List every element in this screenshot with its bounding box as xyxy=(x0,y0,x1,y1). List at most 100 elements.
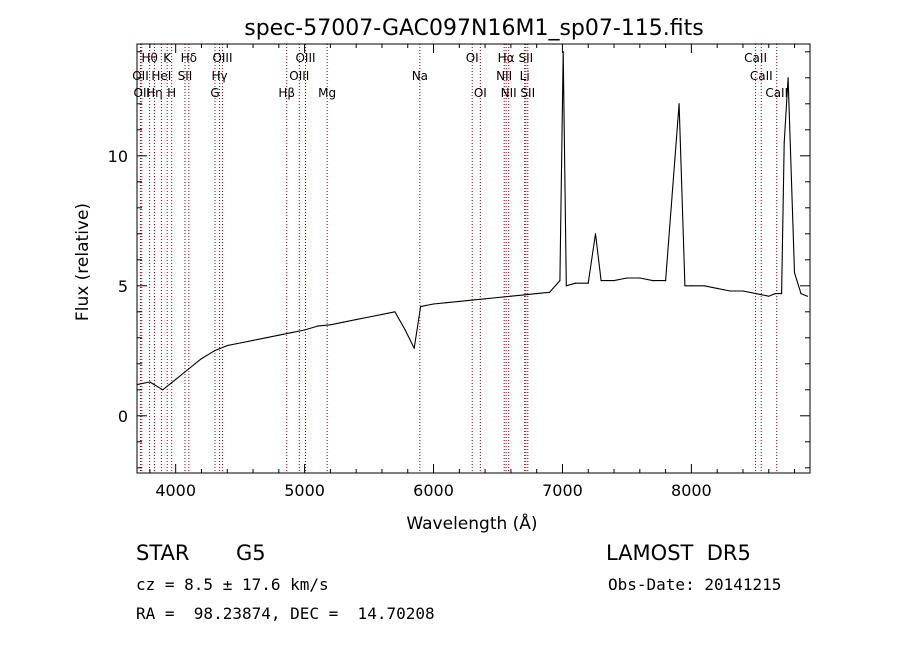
line-mark-label-5: K xyxy=(163,51,172,65)
line-mark-label-18: OI xyxy=(474,86,487,100)
spectrum-point xyxy=(278,334,280,336)
spectrum-point xyxy=(600,280,602,282)
spectrum-point xyxy=(329,324,331,326)
spectrum-point xyxy=(729,290,731,292)
spectrum-point xyxy=(381,313,383,315)
spectrum-point xyxy=(703,285,705,287)
spectrum-point xyxy=(213,350,215,352)
spectrum-point xyxy=(458,300,460,302)
spectrum-point xyxy=(432,303,435,305)
survey-release: LAMOST DR5 xyxy=(606,541,751,565)
spectrum-point xyxy=(404,329,406,331)
line-mark-label-13: OIII xyxy=(289,69,309,83)
x-tick-label: 8000 xyxy=(671,481,712,500)
spectrum-point xyxy=(316,325,319,327)
x-tick-label: 5000 xyxy=(284,481,325,500)
line-mark-label-7: SII xyxy=(178,69,193,83)
line-mark-label-17: OI xyxy=(466,51,479,65)
spectrum-point xyxy=(665,280,667,282)
ticks-layer: 4000 5000 6000 7000 8000 0 5 10 xyxy=(108,147,712,500)
spectrum-point xyxy=(304,329,306,331)
spectrum-point xyxy=(510,295,512,297)
plot-frame xyxy=(136,43,811,474)
spectrum-point xyxy=(594,233,597,235)
line-mark-label-22: Li xyxy=(520,69,530,83)
line-mark-label-1: OII xyxy=(134,86,151,100)
spectrum-point xyxy=(793,272,796,274)
spectrum-point xyxy=(226,345,228,347)
spectrum-point xyxy=(497,296,499,299)
line-mark-label-24: SII xyxy=(520,86,535,100)
line-mark-label-25: CaII xyxy=(744,51,767,65)
spectral-subclass: G5 xyxy=(236,541,266,565)
spectrum-point xyxy=(626,277,628,279)
line-mark-label-16: Na xyxy=(412,69,428,83)
x-tick-label: 7000 xyxy=(542,481,583,500)
line-mark-label-19: NII xyxy=(496,69,512,83)
series-layer xyxy=(137,51,809,391)
spectrum-point xyxy=(368,316,370,318)
y-tick-label: 0 xyxy=(118,407,128,426)
spectrum-point xyxy=(175,378,177,380)
y-tick-label: 5 xyxy=(118,277,128,296)
spectrum-point xyxy=(413,347,415,349)
spectrum-point xyxy=(639,277,641,279)
line-mark-label-20: Hα xyxy=(498,51,515,65)
line-mark-label-9: G xyxy=(210,86,219,100)
line-mark-label-27: CaII xyxy=(765,86,788,100)
spectrum-point xyxy=(684,285,686,287)
spectrum-point xyxy=(200,358,203,360)
spectrum-point xyxy=(678,103,680,105)
spectrum-point xyxy=(445,302,447,304)
line-mark-label-15: Mg xyxy=(318,86,336,100)
spectrum-point xyxy=(265,337,267,339)
spectrum-point xyxy=(536,293,538,295)
line-mark-label-8: Hδ xyxy=(181,51,197,65)
spectrum-point xyxy=(162,389,164,391)
spectrum-point xyxy=(800,293,802,295)
spectrum-point xyxy=(420,306,422,308)
spectrum-point xyxy=(690,285,693,287)
spectrum-point xyxy=(652,280,654,282)
spectrum-point xyxy=(523,294,525,296)
spectrum-point xyxy=(806,295,809,297)
spectrum-point xyxy=(471,299,473,301)
spectrum-series-0 xyxy=(137,51,808,391)
line-mark-label-2: Hθ xyxy=(141,51,157,65)
line-mark-label-14: OIII xyxy=(295,51,315,65)
spectrum-point xyxy=(562,51,564,53)
line-mark-label-21: NII xyxy=(501,86,517,100)
y-tick-label: 10 xyxy=(108,147,128,166)
spectrum-point xyxy=(239,342,241,344)
spectrum-point xyxy=(781,293,783,295)
spectrum-point xyxy=(613,280,615,282)
line-mark-label-26: CaII xyxy=(750,69,773,83)
line-mark-label-3: Hη xyxy=(146,86,163,100)
line-marks-layer: OIIOIIHθHηHeIKHSIIHδGHγOIIIHβOIIIOIIIMgN… xyxy=(132,44,788,473)
spectrum-point xyxy=(342,321,344,323)
line-mark-label-10: Hγ xyxy=(211,69,227,83)
spectrum-point xyxy=(742,290,744,292)
y-axis-label: Flux (relative) xyxy=(73,203,93,321)
spectrum-point xyxy=(394,311,396,313)
x-tick-label: 4000 xyxy=(155,481,196,500)
spectrum-point xyxy=(188,368,190,370)
spectrum-point xyxy=(755,293,757,295)
spectrum-point xyxy=(149,381,151,383)
line-mark-label-0: OII xyxy=(132,69,149,83)
spectrum-point xyxy=(574,282,577,284)
spectrum-point xyxy=(787,77,789,79)
spectrum-point xyxy=(565,285,567,287)
spectrum-point xyxy=(783,142,785,144)
line-mark-label-4: HeI xyxy=(151,69,171,83)
spectrum-point xyxy=(291,332,293,334)
x-axis-label: Wavelength (Å) xyxy=(406,512,537,534)
coordinates: RA = 98.23874, DEC = 14.70208 xyxy=(136,604,435,623)
line-mark-label-23: SII xyxy=(518,51,533,65)
line-mark-label-12: Hβ xyxy=(278,86,295,100)
spectrum-point xyxy=(484,298,486,300)
spectrum-point xyxy=(587,282,589,284)
spectrum-point xyxy=(774,293,776,295)
spectrum-point xyxy=(716,287,718,289)
